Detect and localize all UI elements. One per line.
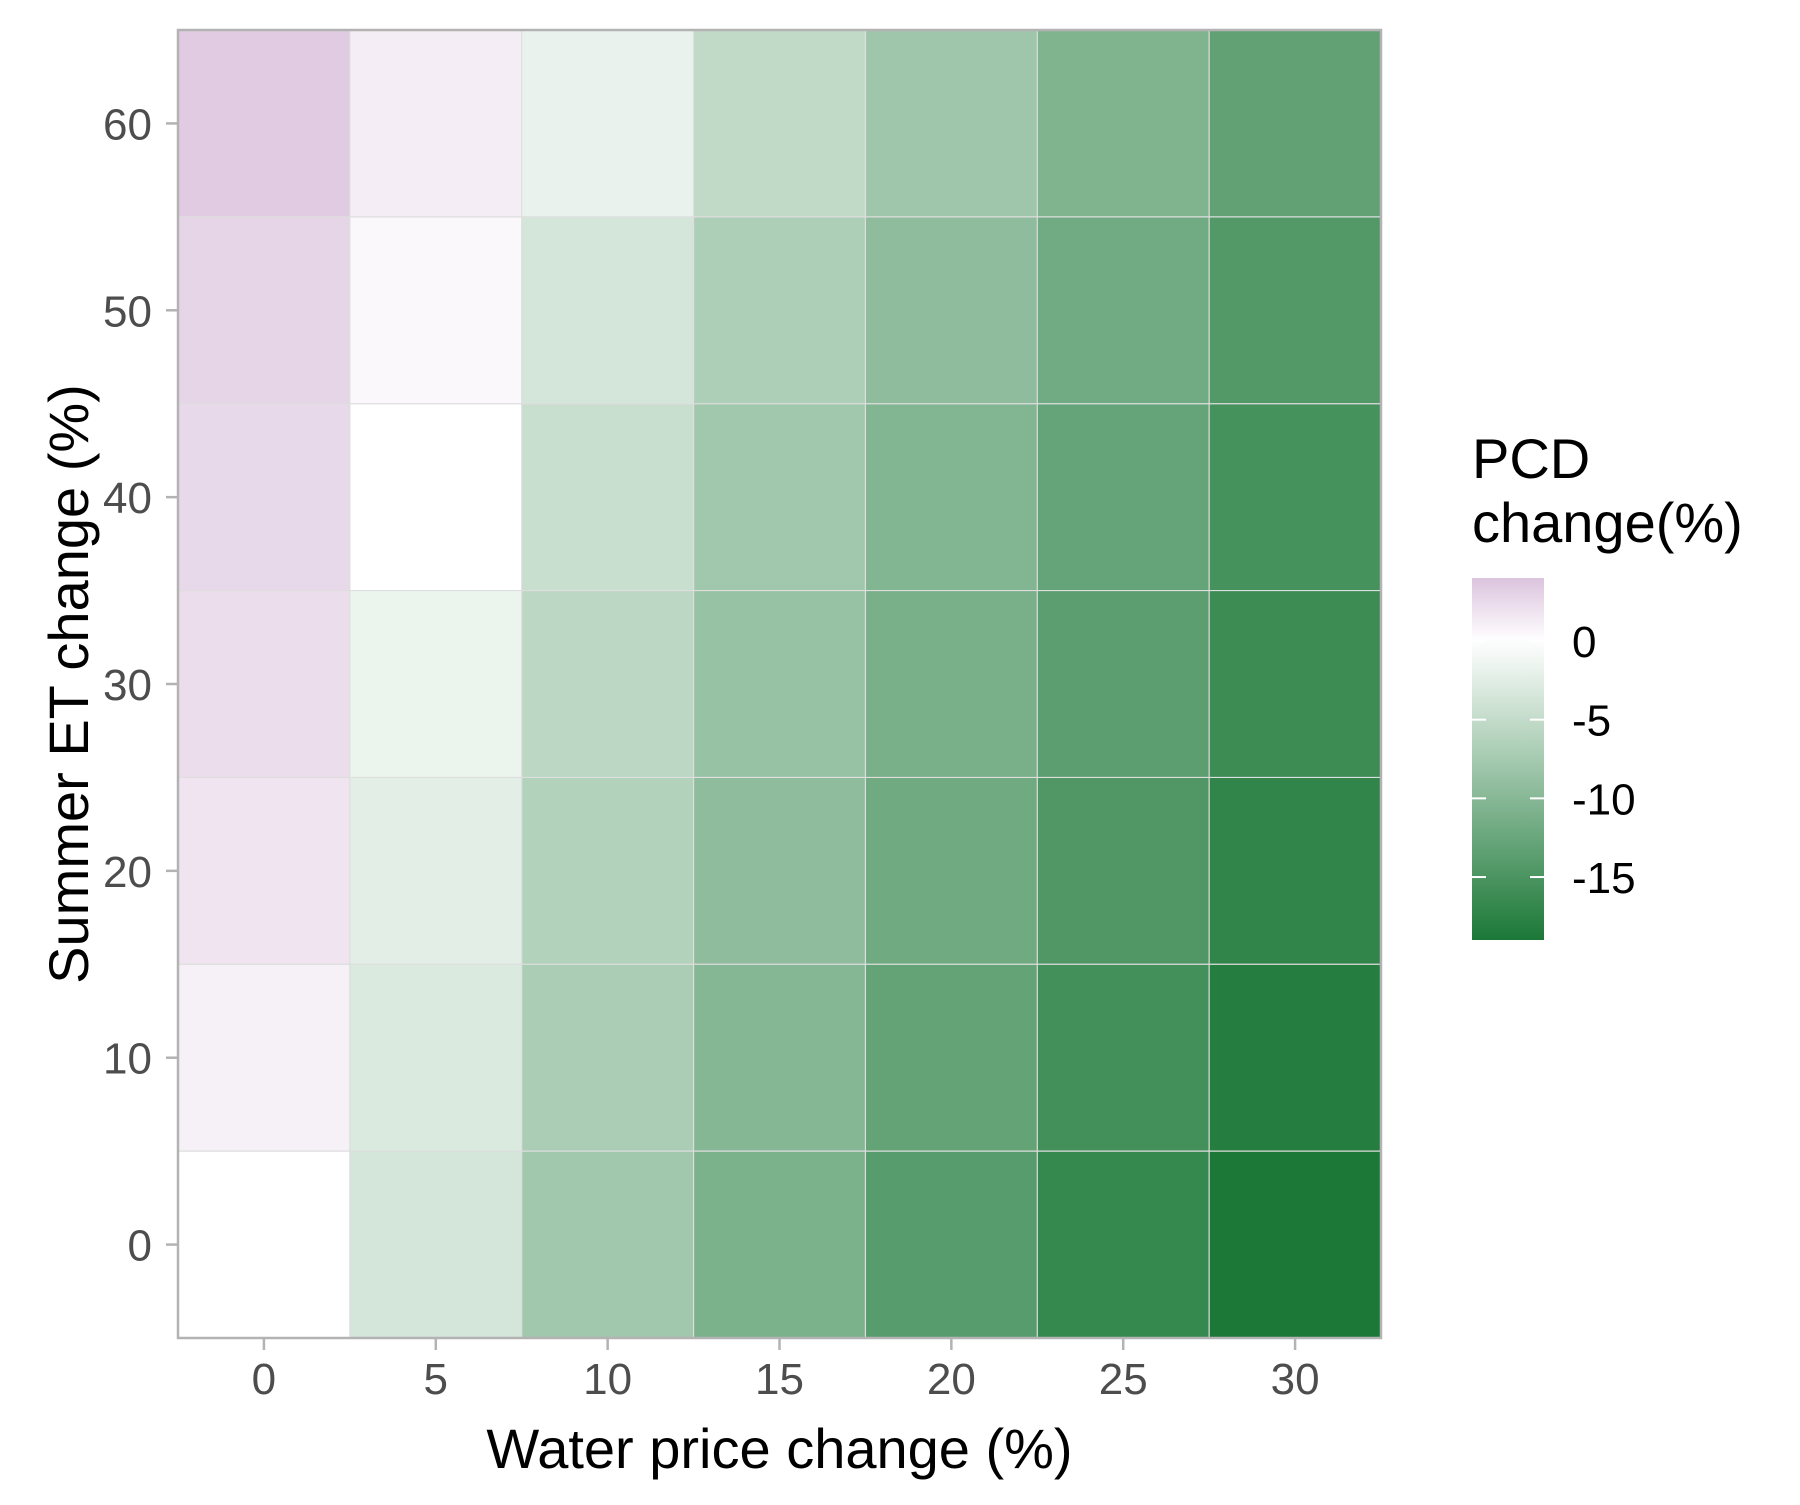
colorbar-ticks: 0 -5 -10 -15: [1472, 618, 1636, 903]
heatmap-cell: [693, 30, 866, 217]
x-tick-label: 20: [927, 1355, 976, 1404]
heatmap-cell: [349, 590, 522, 778]
heatmap-cell: [1209, 30, 1381, 217]
heatmap-cell: [521, 403, 694, 591]
heatmap-cell: [693, 1151, 866, 1338]
y-tick-label: 10: [103, 1035, 152, 1084]
heatmap-cell: [178, 1151, 350, 1338]
heatmap-cell: [1037, 216, 1210, 404]
heatmap-cell: [865, 964, 1038, 1152]
y-tick-label: 50: [103, 287, 152, 336]
heatmap-cell: [349, 1151, 522, 1338]
colorbar-tick-label: -15: [1572, 854, 1636, 903]
heatmap-cell: [1037, 1151, 1210, 1338]
x-tick-label: 30: [1271, 1355, 1320, 1404]
y-tick-label: 40: [103, 474, 152, 523]
heatmap-cell: [521, 30, 694, 217]
heatmap-cell: [178, 216, 350, 404]
heatmap-cell: [865, 403, 1038, 591]
heatmap-cell: [865, 777, 1038, 965]
heatmap-cell: [693, 964, 866, 1152]
heatmap-cell: [865, 590, 1038, 778]
heatmap-cell: [178, 403, 350, 591]
y-tick-label: 20: [103, 848, 152, 897]
heatmap-cell: [1209, 403, 1381, 591]
heatmap-cell: [178, 590, 350, 778]
heatmap-cell: [521, 964, 694, 1152]
x-axis-title: Water price change (%): [486, 1417, 1072, 1480]
heatmap-cell: [178, 30, 350, 217]
heatmap-cell: [693, 777, 866, 965]
heatmap-cell: [178, 777, 350, 965]
y-tick-label: 60: [103, 100, 152, 149]
x-axis: 0 5 10 15 20 25 30: [252, 1338, 1320, 1404]
panel-grid: [178, 30, 1381, 1338]
heatmap-cell: [1209, 590, 1381, 778]
x-tick-label: 15: [755, 1355, 804, 1404]
heatmap-cell: [1209, 964, 1381, 1152]
colorbar-tick-label: -10: [1572, 775, 1636, 824]
y-axis-title: Summer ET change (%): [37, 384, 100, 984]
heatmap-cell: [693, 403, 866, 591]
heatmap-cell: [349, 216, 522, 404]
y-tick-label: 0: [128, 1222, 152, 1271]
colorbar-legend: PCD change(%) 0 -5 -10 -15: [1472, 427, 1743, 940]
heatmap-cell: [521, 216, 694, 404]
colorbar-tick-label: 0: [1572, 618, 1596, 667]
y-axis: 0 10 20 30 40 50 60: [103, 100, 178, 1271]
y-tick-label: 30: [103, 661, 152, 710]
heatmap-cell: [349, 30, 522, 217]
x-tick-label: 25: [1099, 1355, 1148, 1404]
heatmap-cell: [865, 30, 1038, 217]
heatmap-cell: [1209, 216, 1381, 404]
heatmap-cell: [178, 964, 350, 1152]
heatmap-cell: [1037, 964, 1210, 1152]
heatmap-cell: [349, 403, 522, 591]
heatmap-cell: [865, 216, 1038, 404]
x-tick-label: 0: [252, 1355, 276, 1404]
x-tick-label: 10: [583, 1355, 632, 1404]
heatmap-cell: [1037, 403, 1210, 591]
heatmap-cell: [521, 590, 694, 778]
heatmap-cell: [349, 964, 522, 1152]
legend-title-line-1: PCD: [1472, 427, 1590, 490]
heatmap-cell: [1037, 777, 1210, 965]
heatmap-cell: [1209, 777, 1381, 965]
heatmap-cell: [1037, 590, 1210, 778]
x-tick-label: 5: [424, 1355, 448, 1404]
heatmap-cell: [1209, 1151, 1381, 1338]
heatmap-cell: [865, 1151, 1038, 1338]
heatmap-cell: [521, 777, 694, 965]
heatmap-cell: [349, 777, 522, 965]
heatmap-cell: [1037, 30, 1210, 217]
heatmap-cell: [693, 216, 866, 404]
heatmap-cell: [693, 590, 866, 778]
heatmap-cells: [178, 30, 1381, 1338]
heatmap-cell: [521, 1151, 694, 1338]
colorbar-tick-label: -5: [1572, 697, 1611, 746]
colorbar: [1472, 578, 1544, 940]
legend-title-line-2: change(%): [1472, 491, 1743, 554]
